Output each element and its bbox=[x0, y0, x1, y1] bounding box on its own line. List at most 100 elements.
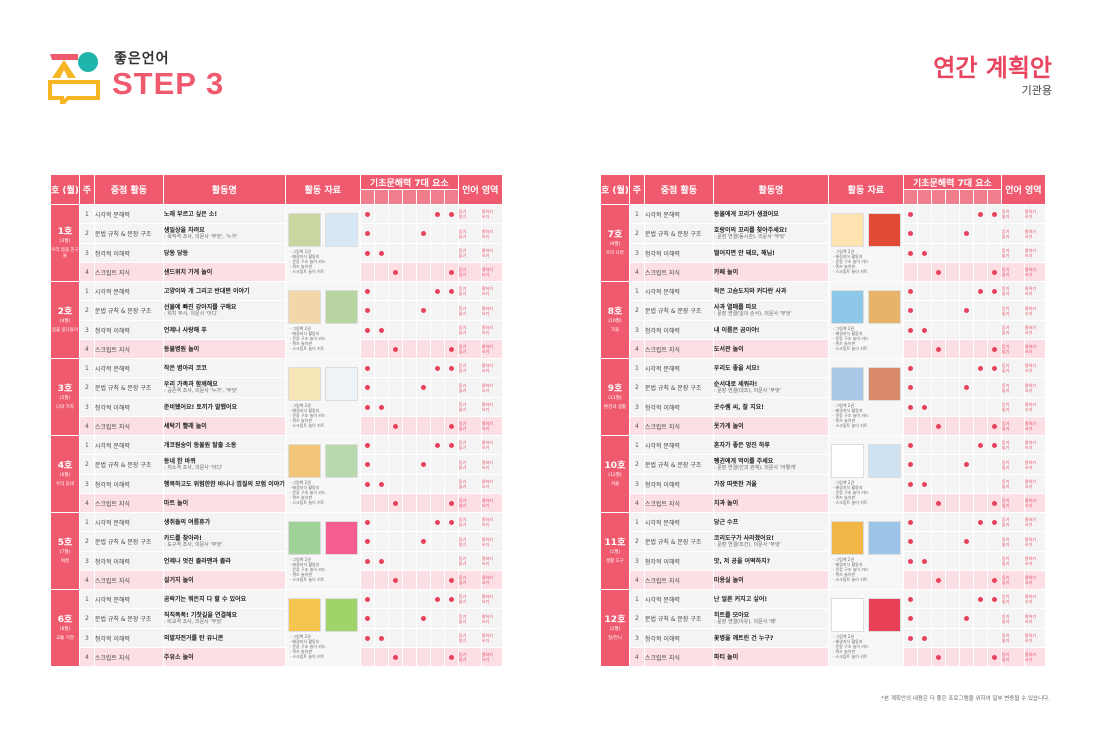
language-area-cell: 듣기 읽기 bbox=[458, 398, 481, 416]
literacy-element-cell bbox=[388, 532, 402, 551]
literacy-element-cell bbox=[444, 398, 458, 416]
dot-mark bbox=[935, 423, 941, 429]
literacy-element-cell bbox=[444, 417, 458, 435]
literacy-element-cell bbox=[402, 282, 416, 300]
literacy-element-cell bbox=[945, 455, 959, 474]
literacy-element-cell bbox=[416, 301, 430, 320]
focus-activity: 시각적 문해력 bbox=[94, 436, 163, 454]
literacy-element-cell bbox=[959, 629, 973, 647]
plan-table-left: 호 (월) 주 중점 활동 활동명 활동 자료 기초문해력 7대 요소 언어 영역 1호 (3월… bbox=[50, 174, 503, 667]
literacy-element-cell bbox=[959, 282, 973, 300]
literacy-element-cell bbox=[374, 455, 388, 474]
logo-icon bbox=[48, 52, 100, 104]
literacy-element-cell bbox=[402, 590, 416, 608]
focus-activity: 시각적 문해력 bbox=[644, 205, 713, 223]
literacy-element-cell bbox=[374, 629, 388, 647]
ho-number: 6호 bbox=[57, 614, 73, 625]
language-area-cell: 듣기 읽기 bbox=[458, 455, 481, 474]
lang-label: 듣기 bbox=[1001, 575, 1010, 580]
resource-item: · 문장 구조 놀이 카드 bbox=[832, 412, 869, 418]
dot-mark bbox=[907, 288, 913, 294]
week-number: 4 bbox=[79, 263, 94, 281]
resource-item: · 그림책 2권 bbox=[832, 479, 855, 485]
lang-label: 쓰기 bbox=[1024, 657, 1033, 662]
lang-label: 쓰기 bbox=[481, 657, 490, 662]
literacy-element-cell bbox=[973, 224, 987, 243]
lang-label: 쓰기 bbox=[1024, 233, 1033, 239]
header-element-7 bbox=[444, 190, 458, 204]
lang-label: 말하기 bbox=[481, 421, 493, 426]
lang-label: 듣기 bbox=[1001, 652, 1010, 657]
literacy-element-cell bbox=[402, 609, 416, 628]
literacy-element-cell bbox=[959, 590, 973, 608]
literacy-element-cell bbox=[987, 378, 1001, 397]
lang-label: 말하기 bbox=[1024, 652, 1036, 657]
ho-theme: 봄꽃 봄나들이 bbox=[51, 327, 79, 333]
resource-list: · 그림책 2권 · 배경지식 활동지 · 문장 구조 놀이 카드 · 퀴즈 놀이판 ·… bbox=[829, 249, 903, 274]
resource-item: · 문장 구조 놀이 카드 bbox=[289, 566, 326, 572]
language-area-cell: 듣기 읽기 bbox=[458, 359, 481, 377]
literacy-element-cell bbox=[360, 475, 374, 493]
lang-label: 읽기 bbox=[458, 580, 467, 585]
literacy-element-cell bbox=[987, 571, 1001, 589]
week-number: 4 bbox=[629, 263, 644, 281]
dot-mark bbox=[907, 596, 913, 602]
language-area-cell: 말하기 쓰기 bbox=[481, 532, 502, 551]
activity-name: 곳수쌤 씨, 잘 지요! bbox=[713, 398, 828, 416]
lang-label: 말하기 bbox=[1024, 459, 1036, 465]
dot-mark bbox=[364, 481, 370, 487]
resource-item: · 스크립트 놀이 키트 bbox=[289, 576, 325, 582]
literacy-element-cell bbox=[987, 321, 1001, 339]
right-plan-table-wrap: 호 (월) 주 중점 활동 활동명 활동 자료 기초문해력 7대 요소 언어 영역 7호 (9월… bbox=[600, 174, 1046, 667]
literacy-element-cell bbox=[402, 648, 416, 666]
lang-label: 읽기 bbox=[458, 618, 467, 624]
dot-mark bbox=[448, 365, 454, 371]
resource-item: · 퀴즈 놀이판 bbox=[832, 494, 856, 500]
week-number: 1 bbox=[629, 359, 644, 377]
literacy-element-cell bbox=[931, 244, 945, 262]
literacy-element-cell bbox=[374, 417, 388, 435]
literacy-element-cell bbox=[430, 398, 444, 416]
book-cover-image bbox=[324, 520, 358, 555]
language-area-cell: 말하기 쓰기 bbox=[481, 340, 502, 358]
literacy-element-cell bbox=[444, 263, 458, 281]
literacy-element-cell bbox=[360, 398, 374, 416]
literacy-element-cell bbox=[987, 244, 1001, 262]
resource-item: · 배경지식 활동지 bbox=[289, 407, 320, 413]
lang-label: 말하기 bbox=[1024, 536, 1036, 542]
resource-list: · 그림책 2권 · 배경지식 활동지 · 문장 구조 놀이 카드 · 퀴즈 놀이판 ·… bbox=[286, 557, 360, 582]
literacy-element-cell bbox=[444, 340, 458, 358]
literacy-element-cell bbox=[959, 224, 973, 243]
language-area-cell: 듣기 읽기 bbox=[1001, 224, 1024, 243]
literacy-element-cell bbox=[987, 263, 1001, 281]
literacy-element-cell bbox=[430, 609, 444, 628]
language-area-cell: 말하기 쓰기 bbox=[1024, 398, 1045, 416]
activity-name: 언제나 사랑해 푸 bbox=[163, 321, 285, 339]
book-cover-image bbox=[867, 289, 901, 324]
week-number: 1 bbox=[79, 513, 94, 531]
activity-grammar-note: : 도구격 조사, 의문사 '무엇' bbox=[163, 541, 223, 548]
literacy-element-cell bbox=[917, 359, 931, 377]
literacy-element-cell bbox=[444, 224, 458, 243]
literacy-element-cell bbox=[416, 378, 430, 397]
focus-activity: 문법 규칙 & 문장 구조 bbox=[94, 301, 163, 320]
literacy-element-cell bbox=[959, 436, 973, 454]
lang-label: 쓰기 bbox=[481, 503, 490, 508]
ho-month: (2월) bbox=[609, 626, 621, 632]
activity-name: 직직폭폭! 기찻길을 연결해요: 비교격 조사, 의문사 '무엇' bbox=[163, 609, 285, 628]
literacy-element-cell bbox=[444, 475, 458, 493]
lang-label: 듣기 bbox=[458, 633, 467, 638]
week-number: 2 bbox=[79, 455, 94, 474]
week-number: 1 bbox=[79, 205, 94, 223]
language-area-cell: 말하기 쓰기 bbox=[481, 475, 502, 493]
literacy-element-cell bbox=[416, 494, 430, 512]
literacy-element-cell bbox=[430, 513, 444, 531]
lang-label: 듣기 bbox=[1001, 228, 1010, 234]
lang-label: 말하기 bbox=[1024, 267, 1036, 272]
focus-activity: 청각적 이해력 bbox=[644, 475, 713, 493]
dot-mark bbox=[448, 288, 454, 294]
dot-mark bbox=[378, 635, 384, 641]
resource-item: · 스크립트 놀이 키트 bbox=[832, 576, 868, 582]
lang-label: 듣기 bbox=[458, 363, 467, 368]
resource-item: · 그림책 2권 bbox=[832, 402, 855, 408]
